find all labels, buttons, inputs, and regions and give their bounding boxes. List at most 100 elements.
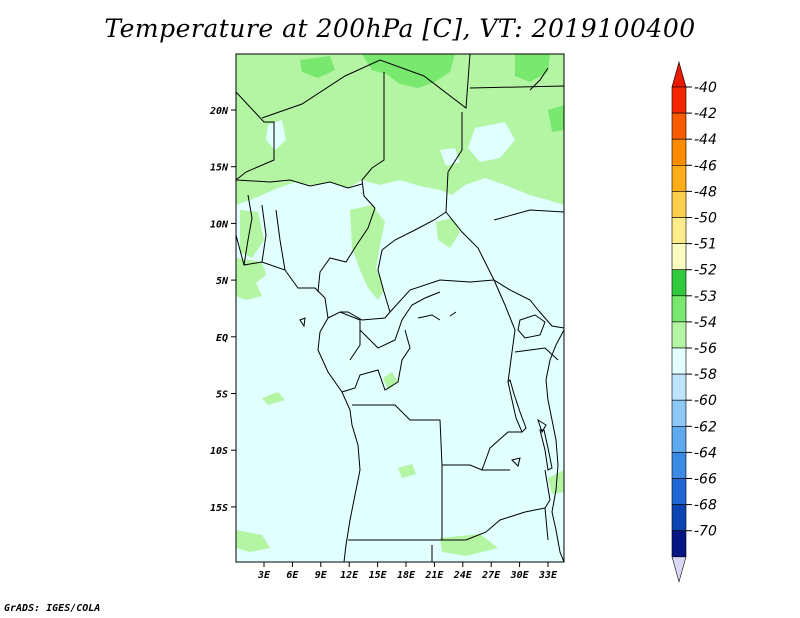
colorbar-label: -58: [694, 367, 717, 383]
colorbar-swatch: [671, 530, 687, 558]
border-nigeria-cameroon: [317, 207, 376, 293]
colorbar: -40 -42 -44 -46 -48 -50 -51 -52 -53 -54 -56 -58 -60 -…: [671, 60, 717, 583]
field-region-minus54-pocket1: [468, 122, 515, 162]
lake-victoria: [517, 314, 546, 339]
grads-credit: GrADS: IGES/COLA: [4, 603, 101, 614]
lon-tick-label: 30E: [510, 570, 530, 581]
colorbar-swatch: [671, 269, 687, 297]
colorbar-label: -53: [694, 289, 717, 305]
coastline-west: [236, 234, 361, 562]
field-region-minus53-cameroon: [350, 205, 385, 300]
colorbar-label: -70: [694, 524, 717, 540]
field-region-minus52-north: [362, 54, 455, 88]
border-west-1: [236, 179, 363, 189]
border-tanzania: [514, 347, 559, 361]
field-region-minus53-patch6: [548, 470, 564, 494]
border-west-3: [261, 204, 267, 263]
colorbar-label: -62: [694, 419, 717, 435]
lon-tick-label: 9E: [315, 570, 328, 581]
border-north-5: [381, 112, 463, 251]
lon-tick-label: 3E: [257, 570, 271, 581]
lon-tick-label: 27E: [481, 570, 501, 581]
colorbar-swatch: [671, 425, 687, 453]
lake-malawi: [539, 429, 553, 471]
river-segment-1: [417, 314, 441, 321]
border-ethiopia: [493, 209, 564, 221]
colorbar-swatch: [671, 112, 687, 140]
field-region-minus53-patch3: [236, 530, 270, 552]
colorbar-swatch: [671, 452, 687, 479]
field-region-minus53-wafrica: [240, 210, 264, 258]
field-region-minus53-westcoast: [236, 258, 266, 300]
colorbar-swatch: [671, 86, 687, 114]
lon-tick-label: 18E: [397, 570, 416, 581]
field-region-minus53-chad: [436, 218, 460, 248]
colorbar-swatch: [671, 347, 687, 375]
field-region-minus53-patch5: [398, 464, 416, 478]
border-west-2: [243, 194, 253, 266]
border-north-1: [236, 91, 275, 181]
colorbar-bottom-arrow: [671, 556, 687, 583]
chart-title: Temperature at 200hPa [C], VT: 201910040…: [104, 14, 696, 43]
field-region-minus53-patch1: [383, 372, 398, 390]
border-car-south: [389, 279, 495, 313]
lat-tick-label: 15N: [210, 163, 229, 174]
lat-tick-label: 5N: [216, 276, 229, 287]
colorbar-label: -42: [694, 106, 717, 122]
colorbar-top-arrow: [671, 60, 687, 88]
border-uganda-kenya: [537, 309, 564, 329]
lake-tanganyika: [507, 379, 527, 433]
colorbar-label: -40: [694, 80, 717, 96]
border-drc-west: [341, 329, 411, 393]
colorbar-swatch: [671, 373, 687, 401]
lake-small-2: [537, 418, 547, 434]
colorbar-swatch: [671, 295, 687, 323]
lat-tick-label: 20N: [209, 106, 229, 117]
colorbar-label: -44: [694, 132, 717, 148]
colorbar-swatch: [671, 321, 687, 349]
colorbar-label: -68: [694, 498, 717, 514]
colorbar-swatch: [671, 478, 687, 505]
lon-tick-label: 33E: [538, 570, 558, 581]
lat-tick-label: EQ: [216, 333, 228, 344]
colorbar-swatch: [671, 243, 687, 271]
field-region-minus52-northeast: [515, 54, 550, 82]
border-drc-south: [481, 431, 522, 471]
border-north-4: [361, 72, 385, 209]
colorbar-label: -64: [694, 445, 717, 461]
colorbar-label: -51: [694, 237, 717, 253]
lat-tick-label: 5S: [216, 390, 228, 401]
colorbar-label: -66: [694, 472, 717, 488]
colorbar-swatch: [671, 504, 687, 532]
colorbar-label: -48: [694, 184, 717, 200]
lat-tick-label: 10S: [210, 446, 228, 457]
island-bioko: [299, 317, 306, 328]
map-boundaries: [236, 54, 564, 562]
lon-tick-label: 21E: [424, 570, 444, 581]
field-region-minus54-pocket2: [266, 120, 286, 150]
colorbar-label: -60: [694, 393, 717, 409]
border-north-2: [261, 54, 471, 119]
border-angola-north: [352, 404, 510, 471]
border-north-3: [469, 85, 564, 89]
lake-small-1: [511, 457, 521, 467]
field-region-minus53-patch2: [262, 392, 285, 405]
lon-tick-label: 24E: [453, 570, 473, 581]
lat-tick-label: 15S: [210, 503, 228, 514]
colorbar-swatch: [671, 191, 687, 218]
coastline-east: [545, 329, 564, 562]
border-mozambique: [544, 469, 551, 541]
map-frame: [235, 53, 565, 563]
border-west-4: [275, 209, 286, 271]
colorbar-swatch: [671, 165, 687, 192]
colorbar-label: -52: [694, 263, 717, 279]
lon-axis: 3E 6E 9E 12E 15E 18E 21E 24E 27E 30E 33E: [257, 562, 558, 581]
lon-tick-label: 12E: [340, 570, 359, 581]
coast-northeast: [529, 67, 549, 91]
lat-axis: 20N 15N 10N 5N EQ 5S 10S 15S: [209, 106, 236, 514]
border-cameroon-east: [340, 249, 391, 321]
colorbar-label: -56: [694, 341, 717, 357]
field-region-minus52-northeast-edge: [548, 105, 564, 132]
colorbar-swatch: [671, 138, 687, 166]
